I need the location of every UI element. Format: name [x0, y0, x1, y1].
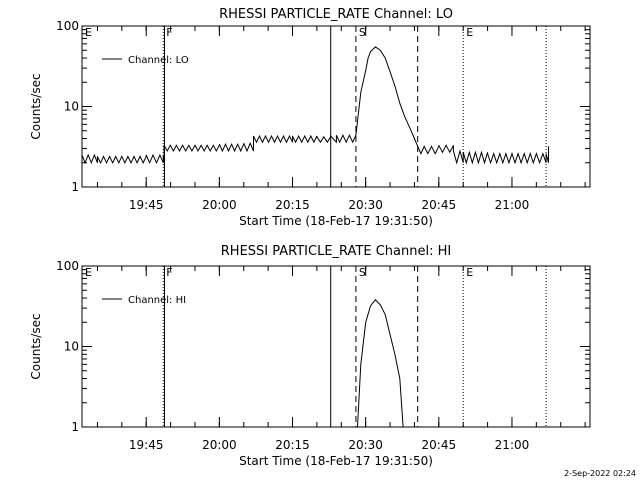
panel-1-x-tick-label: 20:30	[348, 198, 383, 212]
panel-2-marker-label-2: F	[166, 266, 172, 279]
panel-2-x-axis-label: Start Time (18-Feb-17 19:31:50)	[239, 454, 433, 468]
panel-1-marker-label-1: E	[85, 26, 92, 39]
panel-2-marker-label-1: E	[85, 266, 92, 279]
panel-2-y-axis-label: Counts/sec	[29, 313, 43, 379]
panel-2-plot-frame	[81, 265, 591, 428]
panel-2-marker-label-7: E	[466, 266, 473, 279]
panel-1-marker-label-2: F	[166, 26, 172, 39]
panel-2-series-line-1	[357, 299, 404, 428]
panel-1-marker-label-7: E	[466, 26, 473, 39]
panel-1-y-tick-label: 10	[64, 100, 79, 114]
panel-2-y-tick-label: 1	[71, 420, 79, 434]
panel-1-x-tick-label: 19:45	[129, 198, 164, 212]
panel-1-x-axis-label: Start Time (18-Feb-17 19:31:50)	[239, 214, 433, 228]
panel-1-marker-label-5: S	[359, 26, 366, 39]
panel-1-x-tick-label: 21:00	[495, 198, 530, 212]
panel-2-x-tick-label: 20:30	[348, 438, 383, 452]
panel-1-plot-frame	[81, 25, 591, 188]
panel-2-y-tick-label: 10	[64, 340, 79, 354]
panel-1-y-tick-label: 100	[56, 19, 79, 33]
panel-1-series-line-1	[81, 46, 549, 165]
panel-2-x-tick-label: 20:45	[422, 438, 457, 452]
panel-1-x-tick-label: 20:15	[275, 198, 310, 212]
panel-2-x-tick-label: 20:15	[275, 438, 310, 452]
panel-1-x-tick-label: 20:45	[422, 198, 457, 212]
panel-2-legend-entry: Channel: HI	[128, 295, 186, 306]
panel-1-x-tick-label: 20:00	[202, 198, 237, 212]
panel-2-y-tick-label: 100	[56, 259, 79, 273]
panel-2-marker-label-5: S	[359, 266, 366, 279]
panel-1-legend-entry: Channel: LO	[128, 55, 189, 66]
panel-1-chart-title: RHESSI PARTICLE_RATE Channel: LO	[219, 7, 453, 22]
panel-2-x-tick-label: 21:00	[495, 438, 530, 452]
panel-2-x-tick-label: 19:45	[129, 438, 164, 452]
panel-2-chart-title: RHESSI PARTICLE_RATE Channel: HI	[221, 244, 451, 259]
timestamp-stamp: 2-Sep-2022 02:24	[564, 469, 636, 478]
panel-1-y-axis-label: Counts/sec	[29, 73, 43, 139]
panel-1-y-tick-label: 1	[71, 180, 79, 194]
panel-2-x-tick-label: 20:00	[202, 438, 237, 452]
